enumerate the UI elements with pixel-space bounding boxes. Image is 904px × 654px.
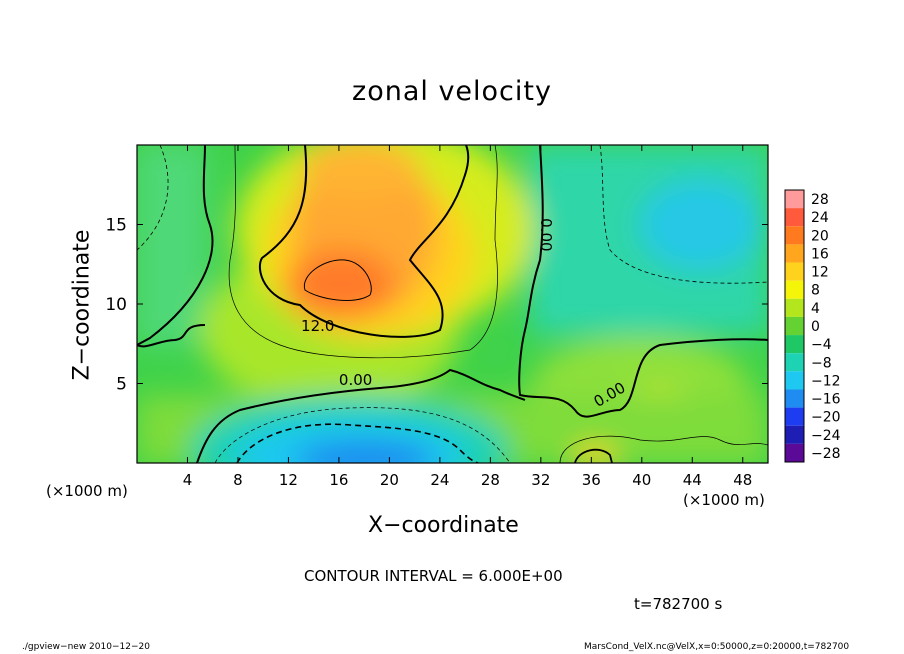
chart-title: zonal velocity — [352, 76, 552, 107]
colorbar-swatch — [785, 389, 804, 408]
colorbar-label: 0 — [811, 319, 820, 335]
colorbar-label: 28 — [811, 192, 829, 208]
colorbar-swatch — [785, 407, 804, 426]
contour-lines — [137, 145, 768, 463]
x-unit-left: (×1000 m) — [46, 482, 128, 500]
time-label: t=782700 s — [634, 595, 723, 613]
footer-right: MarsCond_VelX.nc@VelX,x=0:50000,z=0:2000… — [584, 642, 850, 652]
contour-label: 0.00 — [339, 371, 372, 389]
colorbar-swatch — [785, 425, 804, 444]
x-tick-label: 44 — [683, 471, 702, 489]
x-tick-label: 16 — [329, 471, 348, 489]
contour-label: 12.0 — [301, 317, 334, 335]
y-tick-label: 5 — [116, 375, 127, 395]
colorbar-label: 4 — [811, 301, 820, 317]
footer-left: ./gpview−new 2010−12−20 — [22, 642, 150, 652]
colorbar-swatch — [785, 371, 804, 390]
colorbar-swatch — [785, 226, 804, 245]
colorbar-swatch — [785, 262, 804, 281]
colorbar-swatch — [785, 353, 804, 372]
x-tick-label: 24 — [430, 471, 449, 489]
x-axis-label: X−coordinate — [368, 513, 519, 538]
colorbar-label: 12 — [811, 265, 829, 281]
x-tick-label: 48 — [733, 471, 752, 489]
colorbar-label: −12 — [811, 373, 841, 389]
velocity-field — [137, 145, 768, 463]
colorbar-label: 16 — [811, 246, 829, 262]
colorbar-swatch — [785, 443, 804, 462]
x-tick-label: 12 — [279, 471, 298, 489]
colorbar-label: −24 — [811, 428, 841, 444]
colorbar-swatch — [785, 244, 804, 263]
x-tick-label: 20 — [380, 471, 399, 489]
colorbar-label: −4 — [811, 337, 832, 353]
y-tick-label: 10 — [105, 295, 127, 315]
colorbar-label: 8 — [811, 283, 820, 299]
colorbar-label: −16 — [811, 392, 841, 408]
colorbar-label: −28 — [811, 446, 841, 462]
colorbar-label: 24 — [811, 210, 829, 226]
x-unit-right: (×1000 m) — [683, 491, 765, 509]
colorbar-swatch — [785, 208, 804, 227]
x-tick-label: 28 — [481, 471, 500, 489]
colorbar-label: −8 — [811, 355, 832, 371]
colorbar-frame — [784, 189, 805, 463]
colorbar-swatch — [785, 190, 804, 209]
x-tick-label: 4 — [183, 471, 193, 489]
x-tick-label: 36 — [582, 471, 601, 489]
y-tick-label: 15 — [105, 216, 127, 236]
colorbar-label: 20 — [811, 228, 829, 244]
x-tick-label: 40 — [632, 471, 651, 489]
x-tick-label: 32 — [531, 471, 550, 489]
colorbar-label: −20 — [811, 410, 841, 426]
colorbar-swatch — [785, 298, 804, 317]
colorbar-swatch — [785, 316, 804, 336]
colorbar-swatch — [785, 280, 804, 299]
y-axis-label: Z−coordinate — [69, 229, 95, 381]
colorbar-swatch — [785, 335, 804, 354]
contour-interval: CONTOUR INTERVAL = 6.000E+00 — [304, 567, 563, 585]
x-tick-label: 8 — [233, 471, 243, 489]
contour-label: 0.00 — [537, 218, 555, 251]
